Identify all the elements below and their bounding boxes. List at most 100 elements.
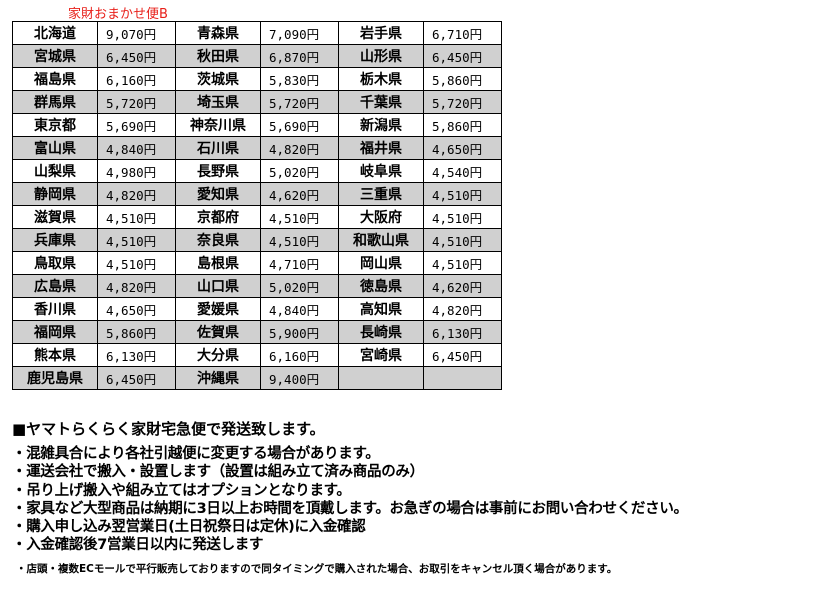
price-cell: 5,720円 <box>97 90 176 114</box>
price-cell: 5,860円 <box>423 113 502 137</box>
price-cell: 4,510円 <box>423 205 502 229</box>
prefecture-cell: 宮城県 <box>12 44 98 68</box>
table-row: 香川県 4,650円 愛媛県 4,840円 高知県 4,820円 <box>12 297 502 321</box>
price-cell: 6,450円 <box>97 366 176 390</box>
prefecture-cell: 福岡県 <box>12 320 98 344</box>
prefecture-cell: 京都府 <box>175 205 261 229</box>
prefecture-cell: 佐賀県 <box>175 320 261 344</box>
price-cell: 4,840円 <box>260 297 339 321</box>
prefecture-cell: 宮崎県 <box>338 343 424 367</box>
table-row: 静岡県 4,820円 愛知県 4,620円 三重県 4,510円 <box>12 182 502 206</box>
price-cell <box>423 366 502 390</box>
price-cell: 4,820円 <box>97 182 176 206</box>
prefecture-cell: 熊本県 <box>12 343 98 367</box>
table-row: 富山県 4,840円 石川県 4,820円 福井県 4,650円 <box>12 136 502 160</box>
price-cell: 4,820円 <box>423 297 502 321</box>
price-cell: 4,820円 <box>97 274 176 298</box>
table-row: 滋賀県 4,510円 京都府 4,510円 大阪府 4,510円 <box>12 205 502 229</box>
note-line: ・購入申し込み翌営業日(土日祝祭日は定休)に入金確認 <box>12 519 366 536</box>
prefecture-cell: 山形県 <box>338 44 424 68</box>
price-cell: 6,710円 <box>423 21 502 45</box>
price-cell: 5,020円 <box>260 274 339 298</box>
price-cell: 4,980円 <box>97 159 176 183</box>
prefecture-cell: 山梨県 <box>12 159 98 183</box>
prefecture-cell: 高知県 <box>338 297 424 321</box>
price-cell: 4,510円 <box>97 228 176 252</box>
price-cell: 6,130円 <box>423 320 502 344</box>
prefecture-cell: 沖縄県 <box>175 366 261 390</box>
price-cell: 6,130円 <box>97 343 176 367</box>
price-cell: 4,620円 <box>423 274 502 298</box>
table-title: 家財おまかせ便B <box>68 7 168 22</box>
prefecture-cell: 兵庫県 <box>12 228 98 252</box>
note-line: ・運送会社で搬入・設置します（設置は組み立て済み商品のみ） <box>12 464 424 481</box>
table-row: 福島県 6,160円 茨城県 5,830円 栃木県 5,860円 <box>12 67 502 91</box>
prefecture-cell: 徳島県 <box>338 274 424 298</box>
table-row: 福岡県 5,860円 佐賀県 5,900円 長崎県 6,130円 <box>12 320 502 344</box>
table-row: 群馬県 5,720円 埼玉県 5,720円 千葉県 5,720円 <box>12 90 502 114</box>
price-cell: 6,160円 <box>97 67 176 91</box>
prefecture-cell: 茨城県 <box>175 67 261 91</box>
price-cell: 4,710円 <box>260 251 339 275</box>
note-line: ・混雑具合により各社引越便に変更する場合があります。 <box>12 446 380 462</box>
price-cell: 5,860円 <box>423 67 502 91</box>
price-cell: 6,870円 <box>260 44 339 68</box>
price-cell: 6,450円 <box>97 44 176 68</box>
price-cell: 6,450円 <box>423 343 502 367</box>
prefecture-cell: 滋賀県 <box>12 205 98 229</box>
price-cell: 9,400円 <box>260 366 339 390</box>
price-cell: 4,510円 <box>260 228 339 252</box>
prefecture-cell: 奈良県 <box>175 228 261 252</box>
table-row: 兵庫県 4,510円 奈良県 4,510円 和歌山県 4,510円 <box>12 228 502 252</box>
price-cell: 6,450円 <box>423 44 502 68</box>
prefecture-cell: 埼玉県 <box>175 90 261 114</box>
shipping-rate-table: 北海道 9,070円 青森県 7,090円 岩手県 6,710円 宮城県 6,450円 秋田県 6… <box>12 21 502 390</box>
note-line: ・入金確認後7営業日以内に発送します <box>12 537 264 554</box>
table-row: 北海道 9,070円 青森県 7,090円 岩手県 6,710円 <box>12 21 502 45</box>
table-row: 鹿児島県 6,450円 沖縄県 9,400円 <box>12 366 502 390</box>
prefecture-cell: 山口県 <box>175 274 261 298</box>
prefecture-cell: 岩手県 <box>338 21 424 45</box>
price-cell: 5,690円 <box>260 113 339 137</box>
price-cell: 5,690円 <box>97 113 176 137</box>
price-cell: 5,900円 <box>260 320 339 344</box>
prefecture-cell: 島根県 <box>175 251 261 275</box>
prefecture-cell: 千葉県 <box>338 90 424 114</box>
price-cell: 4,510円 <box>97 251 176 275</box>
table-row: 鳥取県 4,510円 島根県 4,710円 岡山県 4,510円 <box>12 251 502 275</box>
price-cell: 4,510円 <box>423 251 502 275</box>
prefecture-cell: 岡山県 <box>338 251 424 275</box>
prefecture-cell: 群馬県 <box>12 90 98 114</box>
prefecture-cell: 東京都 <box>12 113 98 137</box>
prefecture-cell: 石川県 <box>175 136 261 160</box>
prefecture-cell: 愛媛県 <box>175 297 261 321</box>
price-cell: 9,070円 <box>97 21 176 45</box>
price-cell: 5,020円 <box>260 159 339 183</box>
shipping-notes: ■ヤマトらくらく家財宅急便で発送致します。 ・混雑具合により各社引越便に変更する… <box>12 418 688 576</box>
price-cell: 4,510円 <box>97 205 176 229</box>
price-cell: 4,820円 <box>260 136 339 160</box>
price-cell: 4,650円 <box>423 136 502 160</box>
prefecture-cell: 福島県 <box>12 67 98 91</box>
prefecture-cell: 栃木県 <box>338 67 424 91</box>
price-cell: 4,510円 <box>260 205 339 229</box>
table-row: 熊本県 6,130円 大分県 6,160円 宮崎県 6,450円 <box>12 343 502 367</box>
price-cell: 5,830円 <box>260 67 339 91</box>
prefecture-cell: 新潟県 <box>338 113 424 137</box>
prefecture-cell: 秋田県 <box>175 44 261 68</box>
prefecture-cell: 長崎県 <box>338 320 424 344</box>
table-row: 宮城県 6,450円 秋田県 6,870円 山形県 6,450円 <box>12 44 502 68</box>
prefecture-cell: 北海道 <box>12 21 98 45</box>
prefecture-cell: 富山県 <box>12 136 98 160</box>
prefecture-cell: 静岡県 <box>12 182 98 206</box>
price-cell: 5,720円 <box>260 90 339 114</box>
table-row: 山梨県 4,980円 長野県 5,020円 岐阜県 4,540円 <box>12 159 502 183</box>
price-cell: 4,540円 <box>423 159 502 183</box>
prefecture-cell: 鳥取県 <box>12 251 98 275</box>
price-cell: 4,840円 <box>97 136 176 160</box>
price-cell: 4,510円 <box>423 182 502 206</box>
prefecture-cell: 和歌山県 <box>338 228 424 252</box>
prefecture-cell <box>338 366 424 390</box>
prefecture-cell: 三重県 <box>338 182 424 206</box>
table-row: 広島県 4,820円 山口県 5,020円 徳島県 4,620円 <box>12 274 502 298</box>
